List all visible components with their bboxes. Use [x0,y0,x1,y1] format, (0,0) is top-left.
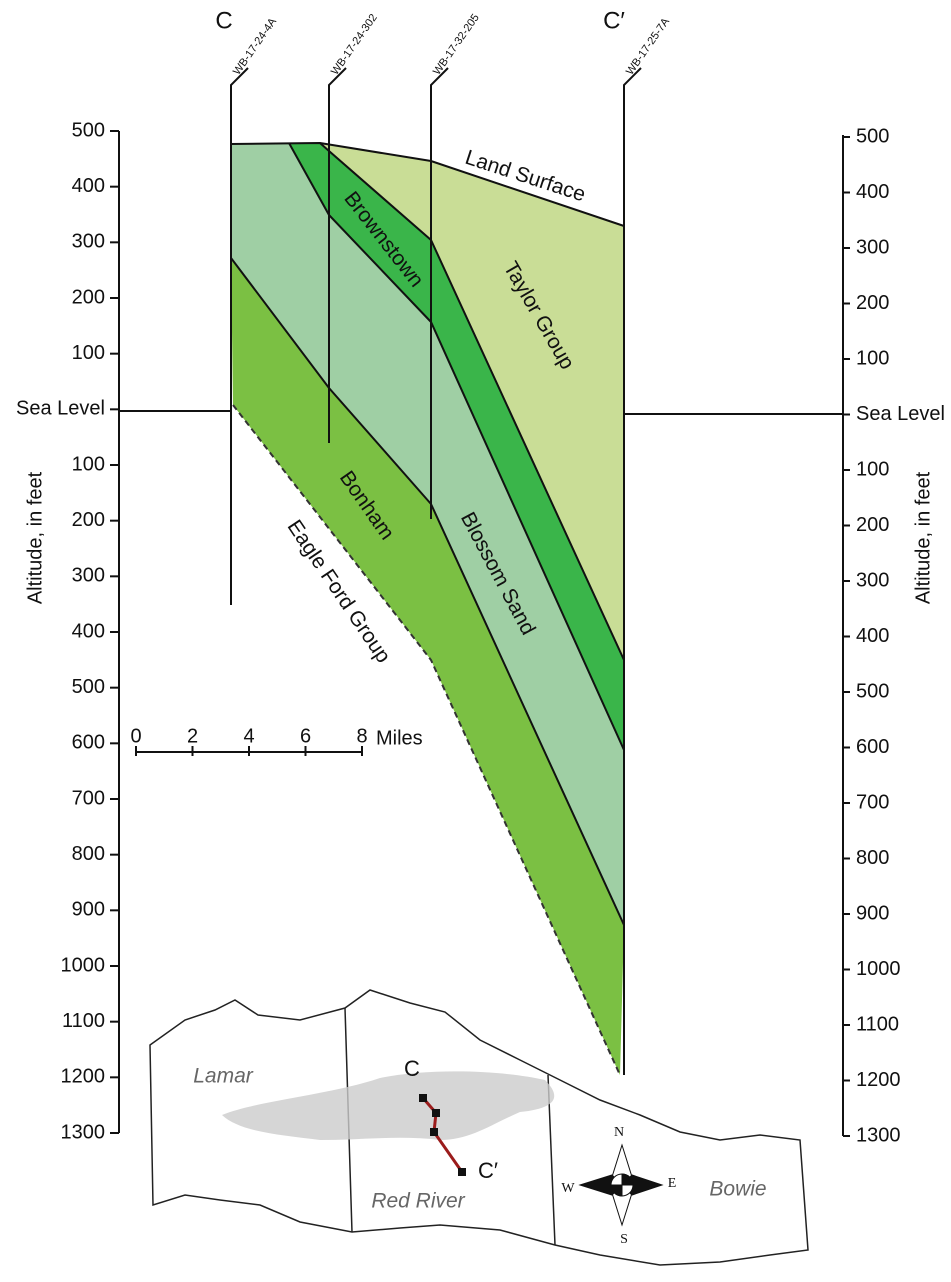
watershed-shading [222,1071,554,1140]
y-tick-label: 600 [856,736,889,758]
y-tick-label: 300 [856,569,889,591]
y-tick-label: 100 [856,347,889,369]
y-tick-label: 300 [72,565,105,587]
county-label: Lamar [193,1065,254,1088]
section-end: C′ [603,7,625,34]
section-start: C [215,7,232,34]
compass [580,1145,662,1225]
y-tick-label: 100 [856,458,889,480]
map-end: C′ [478,1158,498,1183]
y-tick-label: 200 [72,509,105,531]
county-label: Bowie [709,1178,766,1201]
y-tick-label: 1100 [856,1013,899,1035]
y-tick-label: 1200 [856,1069,901,1091]
y-tick-label: 1100 [62,1010,105,1032]
well-label: WB-17-32-205 [431,12,482,77]
scale-label: 2 [187,725,198,747]
compass-label: S [620,1232,628,1247]
y-tick-label: Sea Level [16,398,105,420]
y-tick-label: 500 [72,676,105,698]
y-tick-label: 100 [72,342,105,364]
y-tick-label: 1300 [856,1124,901,1146]
axis-title: Altitude, in feet [24,471,46,604]
scale-label: 4 [243,725,254,747]
y-tick-label: 200 [856,292,889,314]
county-label: Red River [371,1190,465,1213]
y-tick-label: 100 [72,453,105,475]
y-tick-label: 700 [72,787,105,809]
axis-title: Altitude, in feet [912,471,934,604]
well-label: WB-17-25-7A [624,15,672,77]
cross-section: WB-17-24-4A WB-17-24-302 WB-17-32-205 WB… [0,0,951,1282]
y-tick-label: 800 [856,847,889,869]
y-tick-label: 500 [856,680,889,702]
y-tick-label: 1000 [61,954,106,976]
y-tick-label: 900 [856,902,889,924]
well-label: WB-17-24-4A [231,15,279,77]
compass-label: N [614,1125,624,1140]
y-tick-label: 900 [72,899,105,921]
y-tick-label: 400 [72,620,105,642]
well-label: WB-17-24-302 [329,12,380,77]
scale-label: 0 [130,725,141,747]
y-tick-label: 400 [856,181,889,203]
compass-label: W [561,1181,575,1196]
y-tick-label: 700 [856,791,889,813]
y-tick-label: 500 [72,119,105,141]
compass-label: E [668,1176,677,1191]
scale-label: 8 [356,725,367,747]
y-tick-label: Sea Level [856,403,945,425]
y-tick-label: 500 [856,125,889,147]
y-tick-label: 1300 [61,1121,106,1143]
scale-unit: Miles [376,727,423,749]
y-tick-label: 300 [856,236,889,258]
y-tick-label: 200 [856,514,889,536]
y-tick-label: 1000 [856,958,901,980]
y-tick-label: 1200 [61,1066,106,1088]
y-tick-label: 200 [72,286,105,308]
map-start: C [404,1056,420,1081]
y-tick-label: 400 [856,625,889,647]
y-tick-label: 600 [72,732,105,754]
y-tick-label: 400 [72,175,105,197]
y-tick-label: 300 [72,231,105,253]
y-tick-label: 800 [72,843,105,865]
scale-label: 6 [300,725,311,747]
